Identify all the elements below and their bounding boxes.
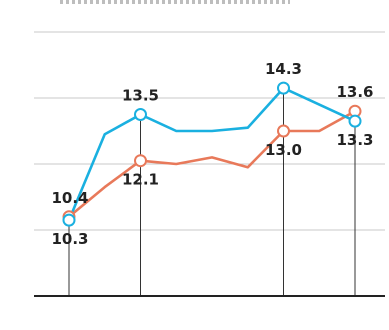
- series-line: [67, 86, 356, 221]
- point-marker: [348, 114, 362, 128]
- point-marker: [134, 154, 147, 168]
- data-label: 13.0: [265, 141, 302, 159]
- data-label: 10.4: [51, 189, 88, 207]
- data-label: 13.6: [336, 83, 373, 101]
- data-label: 14.3: [265, 60, 302, 78]
- data-label: 13.5: [122, 87, 159, 105]
- data-label: 12.1: [122, 171, 159, 189]
- cropped-title-fragment: [60, 0, 290, 4]
- data-label: 13.3: [336, 131, 373, 149]
- data-label: 10.3: [51, 230, 88, 248]
- year-markers: [68, 88, 356, 296]
- gridlines: [34, 31, 385, 231]
- series-lines: [67, 86, 356, 221]
- point-marker: [62, 213, 76, 227]
- data-labels: 10.3 13.5 14.3 13.3 10.4 12.1 13.0 13.6: [51, 60, 373, 248]
- series-line: [68, 110, 356, 218]
- point-marker: [277, 124, 290, 138]
- point-marker: [277, 81, 290, 95]
- point-markers: [62, 81, 362, 227]
- point-marker: [134, 108, 147, 121]
